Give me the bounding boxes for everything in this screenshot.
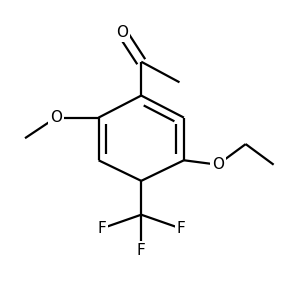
Text: O: O [116, 25, 128, 40]
Text: F: F [97, 221, 106, 236]
Text: F: F [177, 221, 185, 236]
Text: F: F [137, 243, 146, 257]
Text: O: O [212, 157, 224, 172]
Text: O: O [50, 110, 62, 125]
